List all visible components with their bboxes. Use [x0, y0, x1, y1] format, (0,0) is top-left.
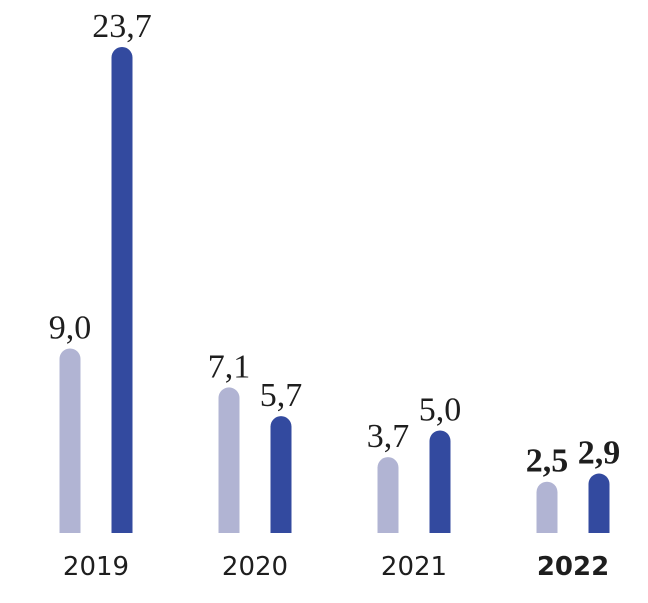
value-labels-layer: 9,0 23,7 7,15,7 3,75,0 2,5 2,9 [49, 8, 621, 480]
bar-2020-series-2 [270, 416, 292, 533]
bar-2021-series-1 [377, 457, 399, 533]
bar-2021-series-2 [429, 430, 451, 533]
bar-2020-series-1 [218, 387, 240, 533]
value-label-2020-series-1: 7,1 [208, 348, 251, 385]
bar-2019-series-1 [59, 348, 81, 533]
value-label-2022-series-2: 2,9 [578, 435, 621, 472]
bar-2022-series-2 [588, 473, 610, 533]
category-label-2021: 2021 [381, 552, 447, 582]
value-label-2021-series-1: 3,7 [367, 418, 410, 455]
bar-2022-series-1 [536, 481, 558, 533]
value-label-2019-series-1: 9,0 [49, 309, 92, 346]
category-label-2019: 2019 [63, 552, 129, 582]
category-labels-layer: 2019 2020 2021 2022 [63, 552, 609, 582]
value-label-2019-series-2: 23,7 [92, 8, 152, 45]
category-label-2022: 2022 [537, 552, 609, 582]
value-label-2020-series-2: 5,7 [260, 377, 303, 414]
bars-layer [59, 47, 610, 533]
bar-2019-series-2 [111, 47, 133, 533]
value-label-2021-series-2: 5,0 [419, 391, 462, 428]
category-label-2020: 2020 [222, 552, 288, 582]
value-label-2022-series-1: 2,5 [526, 443, 569, 480]
